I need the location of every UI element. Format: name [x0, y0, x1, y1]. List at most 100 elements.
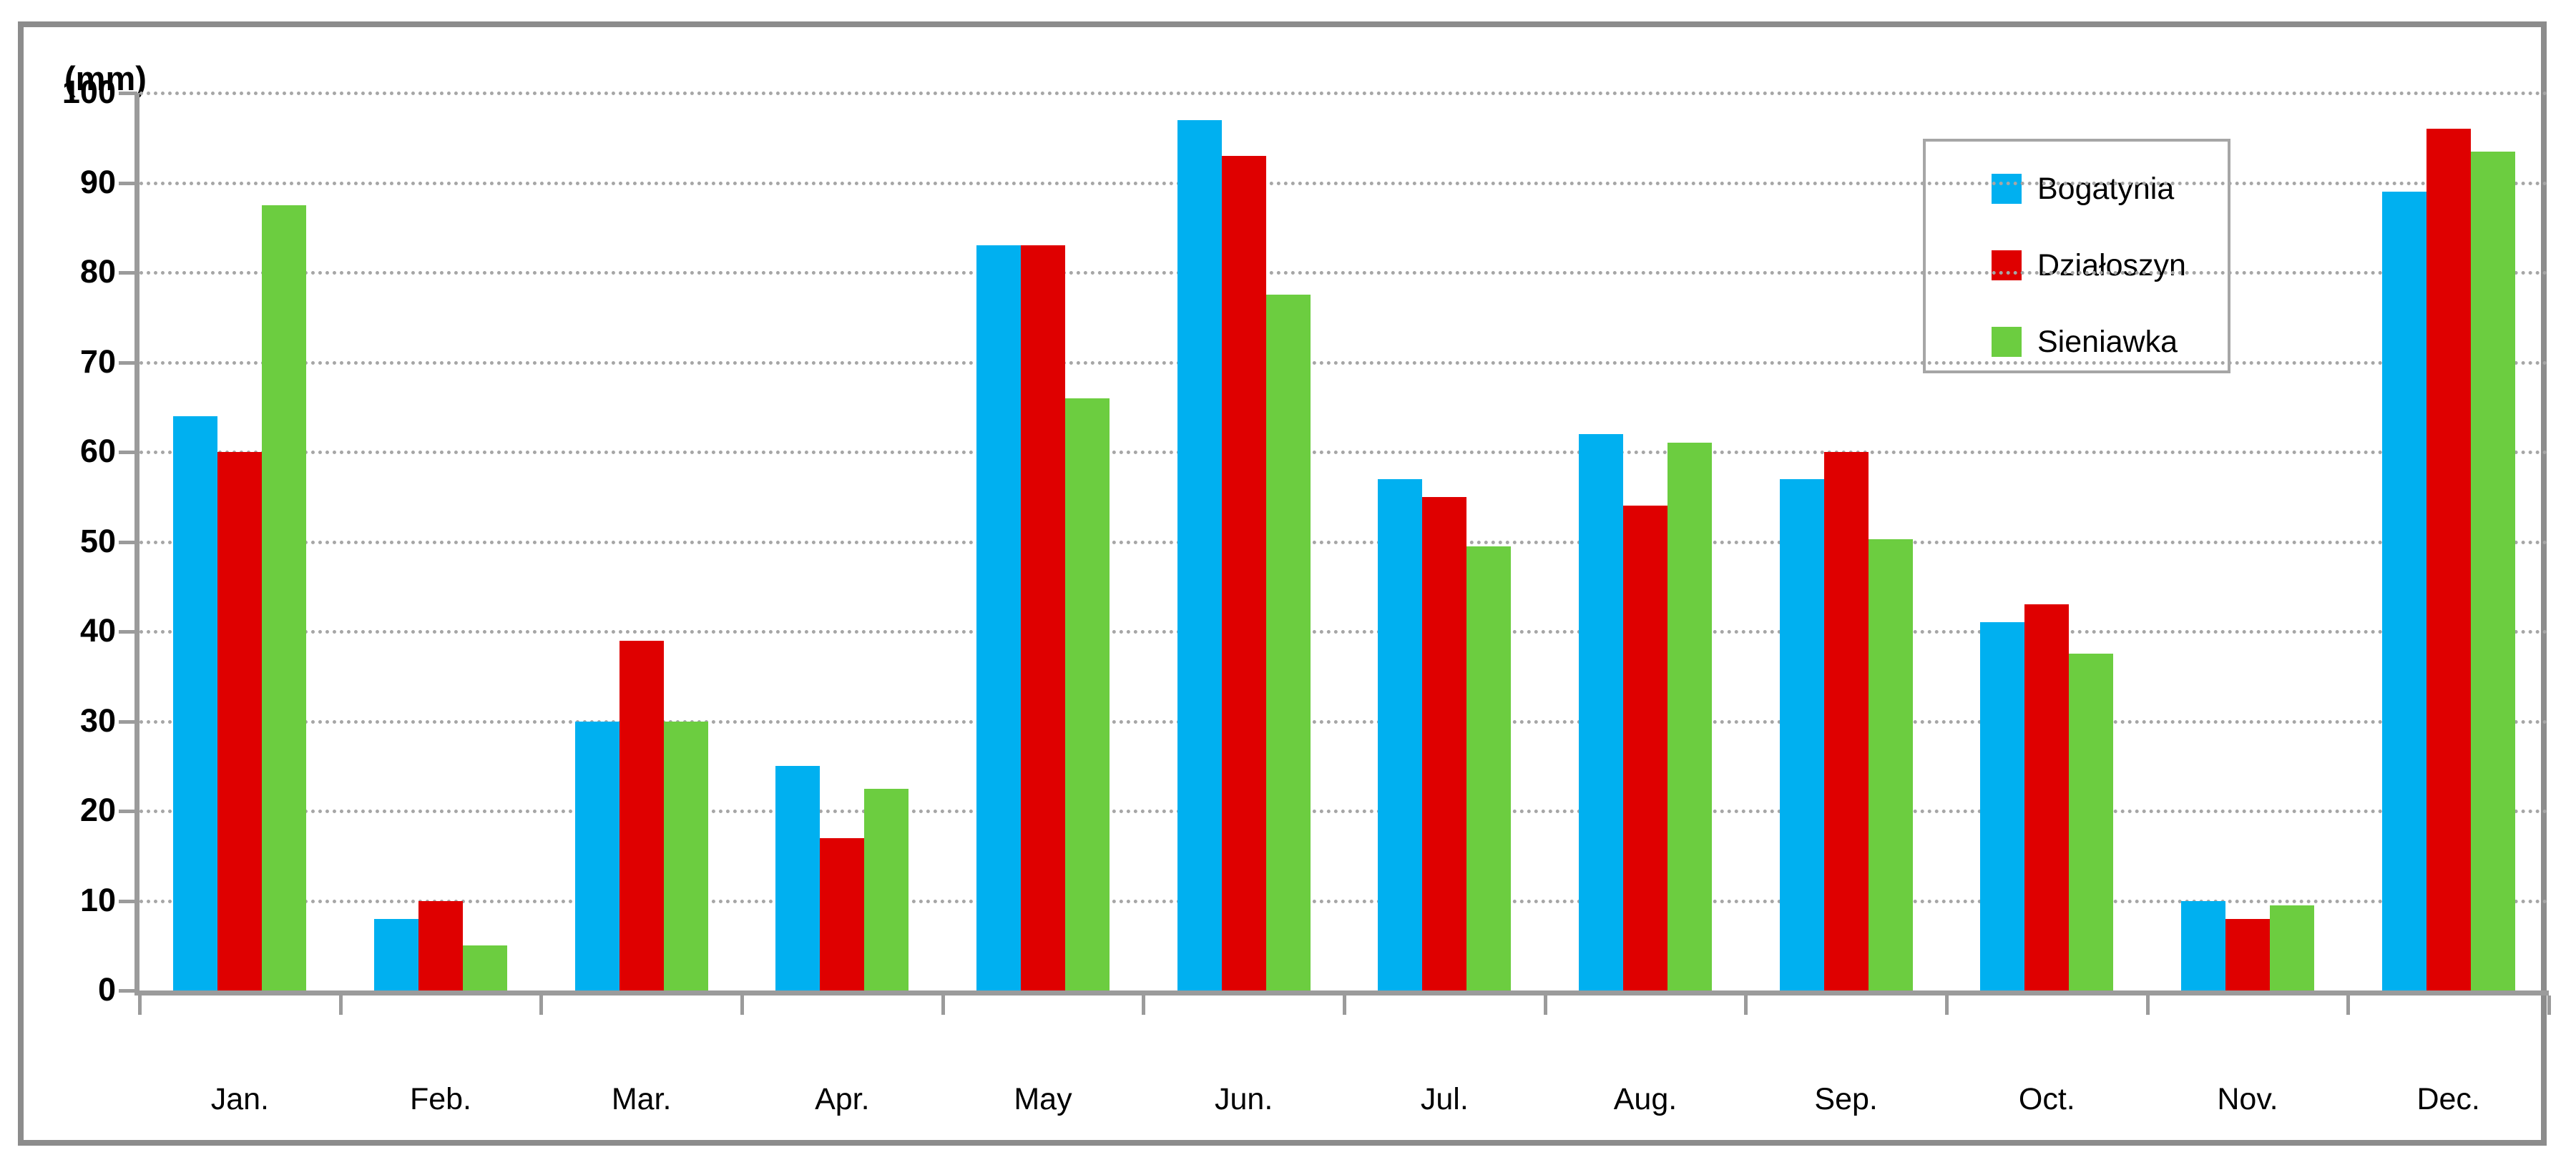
x-tick-mark-1 — [338, 995, 343, 1015]
x-tick-mark-12 — [2547, 995, 2551, 1015]
y-axis-line — [134, 93, 139, 995]
bar-dziaoszyn-sep — [1823, 452, 1869, 990]
x-tick-mark-0 — [138, 995, 142, 1015]
y-tick-mark-100 — [119, 92, 137, 95]
bar-sieniawka-aug — [1667, 443, 1712, 990]
gridline-80 — [139, 271, 2549, 275]
gridline-30 — [139, 719, 2549, 724]
bar-bogatynia-jan — [173, 416, 218, 990]
y-tick-mark-40 — [119, 630, 137, 634]
gridline-90 — [139, 181, 2549, 185]
x-tick-label-dec: Dec. — [2416, 1082, 2480, 1116]
legend-label-sieniawka: Sieniawka — [2037, 324, 2178, 359]
x-tick-mark-8 — [1744, 995, 1748, 1015]
gridline-20 — [139, 810, 2549, 813]
y-tick-mark-0 — [119, 989, 137, 993]
x-tick-mark-4 — [941, 995, 945, 1015]
x-tick-mark-2 — [539, 995, 544, 1015]
bar-bogatynia-sep — [1779, 478, 1824, 990]
y-tick-label-90: 90 — [79, 163, 116, 200]
legend-entry-bogatynia: Bogatynia — [1992, 171, 2175, 206]
x-tick-label-jan: Jan. — [210, 1082, 269, 1116]
bar-dziaoszyn-jul — [1422, 496, 1467, 990]
y-tick-mark-20 — [119, 810, 137, 813]
y-tick-label-50: 50 — [79, 522, 116, 559]
x-tick-mark-11 — [2346, 995, 2351, 1015]
gridline-50 — [139, 540, 2549, 544]
bar-sieniawka-oct — [2069, 654, 2114, 990]
bar-dziaoszyn-may — [1021, 245, 1065, 990]
bar-sieniawka-sep — [1868, 539, 1913, 990]
bar-sieniawka-jun — [1265, 295, 1311, 990]
legend-swatch-sieniawka — [1992, 327, 2022, 357]
bar-sieniawka-nov — [2270, 905, 2314, 990]
legend-swatch-dziaoszyn — [1992, 250, 2022, 280]
gridline-40 — [139, 630, 2549, 634]
y-tick-mark-80 — [119, 271, 137, 275]
bar-sieniawka-jul — [1466, 546, 1512, 990]
x-tick-mark-5 — [1142, 995, 1146, 1015]
y-tick-mark-50 — [119, 540, 137, 544]
bar-dziaoszyn-aug — [1623, 506, 1667, 990]
gridline-60 — [139, 451, 2549, 454]
x-tick-mark-10 — [2145, 995, 2150, 1015]
x-axis-line — [134, 990, 2549, 995]
bar-dziaoszyn-jan — [217, 452, 263, 990]
y-tick-mark-90 — [119, 181, 137, 185]
bar-sieniawka-feb — [463, 945, 507, 990]
x-tick-label-feb: Feb. — [409, 1082, 471, 1116]
y-tick-mark-70 — [119, 360, 137, 365]
x-tick-label-oct: Oct. — [2018, 1082, 2075, 1116]
x-tick-label-nov: Nov. — [2217, 1082, 2278, 1116]
x-tick-label-aug: Aug. — [1613, 1082, 1678, 1116]
bar-dziaoszyn-apr — [820, 837, 865, 990]
x-tick-mark-3 — [740, 995, 744, 1015]
bar-dziaoszyn-mar — [619, 640, 664, 990]
bar-sieniawka-mar — [663, 721, 708, 990]
x-tick-label-apr: Apr. — [815, 1082, 870, 1116]
x-tick-label-mar: Mar. — [611, 1082, 672, 1116]
legend: Bogatynia Działoszyn Sieniawka — [1923, 139, 2230, 373]
bar-bogatynia-aug — [1579, 433, 1623, 990]
x-tick-label-jun: Jun. — [1215, 1082, 1273, 1116]
gridline-100 — [139, 92, 2549, 95]
x-tick-label-jul: Jul. — [1420, 1082, 1469, 1116]
y-tick-label-80: 80 — [79, 253, 116, 290]
y-tick-mark-10 — [119, 899, 137, 903]
bar-sieniawka-apr — [864, 788, 909, 990]
y-tick-label-70: 70 — [79, 343, 116, 380]
x-tick-mark-9 — [1945, 995, 1949, 1015]
gridline-70 — [139, 360, 2549, 365]
y-tick-label-40: 40 — [79, 612, 116, 649]
x-tick-mark-6 — [1343, 995, 1346, 1015]
legend-entry-sieniawka: Sieniawka — [1992, 324, 2178, 359]
legend-label-dziaoszyn: Działoszyn — [2037, 247, 2186, 282]
bar-bogatynia-apr — [775, 766, 821, 990]
bar-sieniawka-may — [1065, 398, 1110, 990]
bar-bogatynia-jun — [1177, 119, 1222, 990]
bar-bogatynia-nov — [2181, 900, 2225, 990]
bar-bogatynia-mar — [574, 721, 619, 990]
y-tick-mark-60 — [119, 451, 137, 454]
y-tick-label-10: 10 — [79, 881, 116, 918]
y-axis-unit-label: (mm) — [64, 59, 147, 97]
bar-sieniawka-jan — [262, 205, 307, 990]
y-tick-label-100: 100 — [62, 74, 116, 110]
legend-swatch-bogatynia — [1992, 174, 2022, 204]
bar-bogatynia-feb — [374, 918, 418, 990]
legend-entry-dziaoszyn: Działoszyn — [1992, 247, 2186, 282]
y-tick-mark-30 — [119, 719, 137, 724]
bar-bogatynia-jul — [1378, 478, 1423, 990]
bar-dziaoszyn-feb — [418, 900, 463, 990]
x-tick-label-sep: Sep. — [1814, 1082, 1878, 1116]
y-tick-label-0: 0 — [97, 971, 116, 1008]
bar-dziaoszyn-dec — [2426, 129, 2471, 990]
y-tick-label-30: 30 — [79, 702, 116, 739]
gridline-10 — [139, 899, 2549, 903]
bar-dziaoszyn-nov — [2225, 918, 2270, 990]
bar-bogatynia-dec — [2381, 192, 2426, 990]
legend-label-bogatynia: Bogatynia — [2037, 171, 2175, 206]
y-tick-label-20: 20 — [79, 792, 116, 828]
x-tick-label-may: May — [1014, 1082, 1072, 1116]
